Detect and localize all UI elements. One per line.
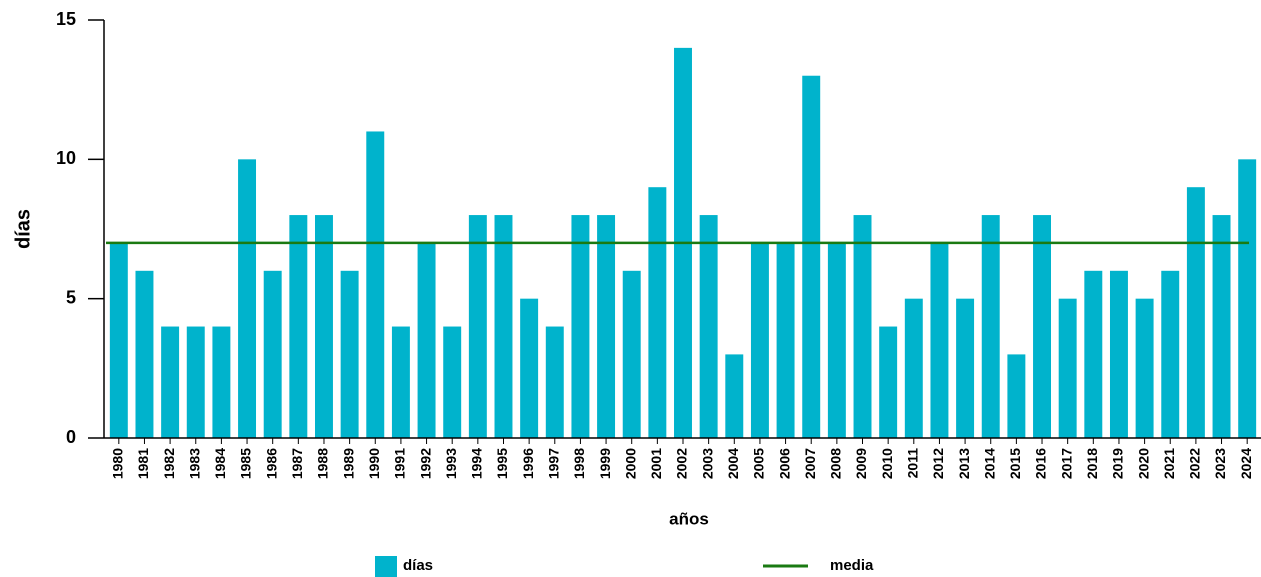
x-tick-label: 2000 <box>622 448 638 479</box>
x-tick-label: 1988 <box>315 448 331 479</box>
bar <box>289 215 308 438</box>
x-tick-label: 2013 <box>956 448 972 479</box>
bar <box>315 215 333 438</box>
x-tick-label: 1998 <box>571 448 587 479</box>
x-tick-label: 2017 <box>1058 448 1074 479</box>
bar <box>1212 215 1231 438</box>
x-tick-label: 1996 <box>520 448 536 479</box>
x-tick-label: 1983 <box>186 448 202 479</box>
bar <box>1186 187 1205 438</box>
bar <box>750 242 769 438</box>
x-tick-label: 2005 <box>751 448 767 479</box>
bar <box>1238 159 1257 439</box>
x-axis-title: años <box>669 509 709 528</box>
bar <box>597 215 616 438</box>
bar <box>1135 298 1154 438</box>
bar <box>1007 354 1026 438</box>
bar <box>417 242 436 438</box>
x-tick-label: 2009 <box>853 448 869 479</box>
bar <box>263 270 282 438</box>
x-tick-label: 1993 <box>443 448 459 479</box>
bar <box>1161 270 1180 438</box>
bar <box>904 298 923 438</box>
bar <box>956 298 975 438</box>
bar <box>391 326 410 438</box>
bar <box>776 242 795 438</box>
bar <box>802 75 821 438</box>
bar <box>161 326 180 438</box>
x-tick-label: 1995 <box>494 448 510 479</box>
y-tick-label: 0 <box>66 427 76 447</box>
x-tick-label: 1986 <box>263 448 279 479</box>
x-tick-label: 2019 <box>1110 448 1126 479</box>
bar <box>340 270 359 438</box>
x-tick-label: 2008 <box>828 448 844 479</box>
legend-label: días <box>403 557 433 574</box>
bar <box>725 354 744 438</box>
bar <box>1109 270 1128 438</box>
bar <box>622 270 641 438</box>
x-tick-label: 2004 <box>725 448 741 479</box>
x-tick-label: 1987 <box>289 448 305 479</box>
x-tick-label: 1980 <box>110 448 126 479</box>
x-tick-label: 2012 <box>930 448 946 479</box>
bar <box>520 298 539 438</box>
x-tick-label: 1989 <box>340 448 356 479</box>
x-tick-label: 1992 <box>417 448 433 479</box>
bar <box>238 159 257 439</box>
x-tick-label: 1981 <box>135 448 151 479</box>
bar <box>443 326 462 438</box>
x-tick-label: 1997 <box>545 448 561 479</box>
bar <box>981 215 1000 438</box>
x-tick-label: 1984 <box>212 448 228 479</box>
x-tick-label: 2003 <box>699 448 715 479</box>
x-tick-label: 2024 <box>1238 448 1254 479</box>
bar <box>1033 215 1051 438</box>
bar <box>545 326 564 438</box>
legend-label: media <box>830 557 874 574</box>
y-tick-label: 10 <box>56 148 76 168</box>
x-tick-label: 2015 <box>1007 448 1023 479</box>
x-tick-label: 1982 <box>161 448 177 479</box>
x-tick-label: 2001 <box>648 448 664 479</box>
bar <box>135 270 154 438</box>
x-tick-label: 2021 <box>1161 448 1177 479</box>
bar <box>879 326 898 438</box>
bar <box>571 215 590 438</box>
bar <box>827 242 846 438</box>
x-tick-label: 1999 <box>597 448 613 479</box>
bar <box>494 215 513 438</box>
x-tick-label: 2010 <box>879 448 895 479</box>
x-tick-label: 2002 <box>674 448 690 479</box>
x-tick-label: 2006 <box>776 448 792 479</box>
y-axis-title: días <box>12 209 34 249</box>
y-tick-label: 5 <box>66 287 76 307</box>
x-tick-label: 2016 <box>1033 448 1049 479</box>
bar <box>1084 270 1103 438</box>
bar <box>186 326 205 438</box>
x-tick-label: 2007 <box>802 448 818 479</box>
x-tick-label: 2022 <box>1187 448 1203 479</box>
bar <box>853 215 872 438</box>
x-tick-label: 2011 <box>905 448 921 479</box>
bar <box>930 242 949 438</box>
bar <box>109 242 128 438</box>
x-tick-label: 2023 <box>1212 448 1228 479</box>
legend-swatch <box>375 556 397 577</box>
x-tick-label: 2020 <box>1135 448 1151 479</box>
y-tick-label: 15 <box>56 9 76 29</box>
bar <box>1058 298 1077 438</box>
bar <box>212 326 231 438</box>
bar <box>699 215 718 438</box>
bar <box>648 187 667 438</box>
x-tick-label: 1994 <box>469 448 485 479</box>
x-tick-label: 1990 <box>366 448 382 479</box>
bar <box>468 215 487 438</box>
x-tick-label: 1991 <box>392 448 408 479</box>
bar <box>366 131 385 438</box>
x-tick-label: 2014 <box>981 448 997 479</box>
x-tick-label: 2018 <box>1084 448 1100 479</box>
x-tick-label: 1985 <box>238 448 254 479</box>
